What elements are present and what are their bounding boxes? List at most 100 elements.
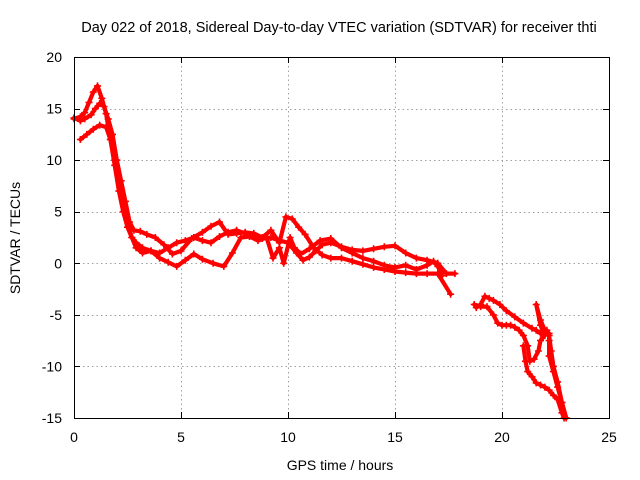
data-point xyxy=(541,326,549,334)
data-point xyxy=(151,234,159,241)
data-point xyxy=(537,329,544,337)
data-point xyxy=(438,272,446,280)
data-point xyxy=(111,156,119,164)
data-point xyxy=(198,228,206,236)
data-point xyxy=(412,254,420,262)
data-point xyxy=(402,249,410,257)
y-tick-label: 5 xyxy=(54,204,62,220)
data-point xyxy=(143,230,151,238)
data-point xyxy=(94,82,101,90)
data-point xyxy=(370,245,378,253)
data-point xyxy=(545,337,553,345)
data-point xyxy=(380,261,388,269)
data-point xyxy=(168,250,176,258)
x-tick-label: 0 xyxy=(70,429,78,445)
data-point xyxy=(447,290,455,298)
y-tick-labels: -15 -10 -5 0 5 10 15 20 xyxy=(42,49,62,426)
series-line xyxy=(78,123,445,278)
data-point xyxy=(545,352,553,360)
data-point xyxy=(132,244,140,252)
data-point xyxy=(545,329,553,337)
data-point xyxy=(237,234,245,241)
data-point xyxy=(534,347,542,355)
data-point xyxy=(209,259,217,267)
data-point xyxy=(160,241,168,249)
data-point xyxy=(481,292,489,300)
data-point xyxy=(216,218,223,226)
data-point xyxy=(282,213,290,221)
data-point xyxy=(348,257,356,265)
data-point xyxy=(267,226,275,234)
data-point xyxy=(220,262,228,270)
data-point xyxy=(280,259,288,267)
data-point xyxy=(338,244,345,252)
data-point xyxy=(359,254,367,262)
data-point xyxy=(85,98,93,106)
data-point xyxy=(359,247,367,255)
data-point xyxy=(198,255,206,263)
data-point xyxy=(483,303,491,311)
data-point xyxy=(91,105,99,113)
data-point xyxy=(477,301,485,308)
data-point xyxy=(412,266,420,273)
data-point xyxy=(224,230,232,238)
data-point xyxy=(549,391,557,399)
data-point xyxy=(528,373,536,381)
data-point xyxy=(327,254,335,262)
chart-title: Day 022 of 2018, Sidereal Day-to-day VTE… xyxy=(81,20,597,36)
data-point xyxy=(496,301,504,308)
series-6 xyxy=(519,342,568,422)
data-point xyxy=(316,237,324,245)
data-point xyxy=(147,247,155,255)
data-point xyxy=(511,323,519,331)
data-point xyxy=(472,304,480,312)
x-tick-label: 5 xyxy=(177,429,185,445)
data-point xyxy=(288,215,296,223)
data-point xyxy=(76,117,84,125)
x-tick-label: 10 xyxy=(280,429,296,445)
data-point xyxy=(402,269,410,277)
x-tick-label: 15 xyxy=(387,429,403,445)
data-point xyxy=(83,130,91,138)
data-point xyxy=(391,263,399,271)
data-point xyxy=(430,257,437,265)
data-point xyxy=(263,234,271,241)
data-point xyxy=(297,250,305,258)
data-point xyxy=(89,88,97,96)
data-point xyxy=(188,235,196,242)
y-tick-label: 0 xyxy=(54,255,62,271)
data-point xyxy=(139,249,146,257)
data-point xyxy=(119,197,127,205)
data-point xyxy=(156,254,164,262)
data-point xyxy=(423,261,431,269)
data-point xyxy=(177,247,185,255)
data-point xyxy=(370,257,378,265)
data-point xyxy=(489,296,497,304)
data-point xyxy=(532,301,540,308)
data-point xyxy=(380,243,388,251)
plot-frame xyxy=(74,57,610,419)
data-point xyxy=(173,239,181,247)
data-point xyxy=(275,244,283,252)
series-5 xyxy=(472,292,570,422)
data-point xyxy=(106,136,114,143)
x-tick-label: 20 xyxy=(494,429,510,445)
data-point xyxy=(89,125,97,133)
data-point xyxy=(554,395,562,403)
data-point xyxy=(207,222,215,230)
data-point xyxy=(233,229,241,237)
y-tick-label: 15 xyxy=(46,101,62,117)
data-point xyxy=(485,294,493,302)
data-point xyxy=(254,237,262,245)
data-point xyxy=(318,241,326,249)
data-point xyxy=(250,229,258,237)
y-axis-label: SDTVAR / TECUs xyxy=(7,182,23,294)
data-point xyxy=(537,337,544,345)
y-tick-label: -15 xyxy=(42,410,62,426)
x-tick-label: 25 xyxy=(601,429,617,445)
data-point xyxy=(528,324,536,332)
series-3 xyxy=(76,121,446,280)
data-point xyxy=(519,319,527,327)
data-point xyxy=(554,383,562,391)
